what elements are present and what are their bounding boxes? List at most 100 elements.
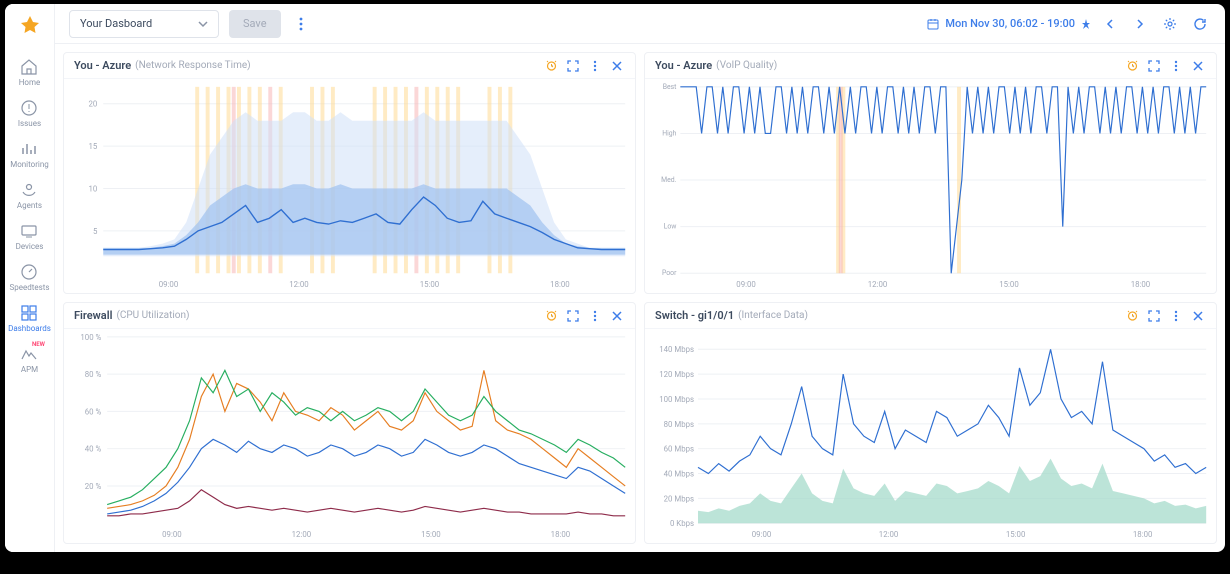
date-range-picker[interactable]: Mon Nov 30, 06:02 - 19:00	[927, 17, 1091, 30]
svg-text:140 Mbps: 140 Mbps	[659, 345, 694, 354]
panel-title: You - Azure	[74, 59, 131, 72]
panel-switch-interface: Switch - gi1/0/1 (Interface Data) 0 Kbps…	[644, 302, 1217, 544]
panel-network-response: You - Azure (Network Response Time) 5101…	[63, 52, 636, 294]
panel-title: Firewall	[74, 309, 112, 322]
alarm-icon[interactable]	[1124, 308, 1140, 324]
panel-menu-icon[interactable]	[1168, 308, 1184, 324]
nav-item-label: Home	[8, 78, 51, 87]
nav-item-monitoring[interactable]: Monitoring	[8, 134, 51, 175]
speedtests-icon	[20, 263, 38, 281]
nav-item-agents[interactable]: Agents	[8, 175, 51, 216]
topbar-right: Mon Nov 30, 06:02 - 19:00	[927, 13, 1211, 35]
chevron-down-icon	[198, 19, 208, 29]
svg-text:20 %: 20 %	[85, 482, 102, 491]
svg-text:09:00: 09:00	[752, 530, 772, 539]
svg-text:10: 10	[89, 185, 98, 194]
nav-badge: NEW	[32, 341, 45, 348]
brand-logo	[18, 14, 42, 38]
save-button[interactable]: Save	[229, 10, 281, 38]
nav-item-home[interactable]: Home	[8, 52, 51, 93]
panel-voip-quality: You - Azure (VoIP Quality) Best High Med. L…	[644, 52, 1217, 294]
app-shell: Home Issues Monitoring Agents Devices Speedte…	[5, 4, 1225, 552]
panel-firewall-cpu: Firewall (CPU Utilization) 20 % 40 % 60 % 8…	[63, 302, 636, 544]
panel-menu-icon[interactable]	[587, 308, 603, 324]
nav-item-speedtests[interactable]: Speedtests	[8, 257, 51, 298]
expand-icon[interactable]	[1146, 58, 1162, 74]
alarm-icon[interactable]	[1124, 58, 1140, 74]
svg-text:100 Mbps: 100 Mbps	[659, 395, 694, 404]
svg-text:0 Kbps: 0 Kbps	[670, 519, 694, 528]
svg-text:60 %: 60 %	[85, 407, 102, 416]
svg-text:12:00: 12:00	[879, 530, 898, 539]
close-icon[interactable]	[1190, 308, 1206, 324]
calendar-icon	[927, 18, 939, 30]
nav-item-issues[interactable]: Issues	[8, 93, 51, 134]
svg-text:18:00: 18:00	[551, 530, 571, 539]
nav-item-devices[interactable]: Devices	[8, 216, 51, 257]
close-icon[interactable]	[1190, 58, 1206, 74]
date-range-text: Mon Nov 30, 06:02 - 19:00	[945, 17, 1075, 30]
prev-range-button[interactable]	[1099, 13, 1121, 35]
svg-text:Low: Low	[664, 223, 677, 231]
panel-header: Switch - gi1/0/1 (Interface Data)	[645, 303, 1216, 329]
issues-icon	[20, 99, 38, 117]
panel-header: You - Azure (VoIP Quality)	[645, 53, 1216, 79]
svg-text:20: 20	[89, 100, 98, 109]
svg-text:09:00: 09:00	[162, 530, 182, 539]
close-icon[interactable]	[609, 308, 625, 324]
settings-button[interactable]	[1159, 13, 1181, 35]
more-menu-button[interactable]	[291, 10, 311, 38]
panel-actions	[543, 308, 625, 324]
nav-item-dashboards[interactable]: Dashboards	[8, 298, 51, 339]
svg-text:40 %: 40 %	[85, 445, 102, 454]
svg-text:Med.: Med.	[661, 176, 676, 184]
panel-subtitle: (Network Response Time)	[135, 60, 250, 71]
panel-menu-icon[interactable]	[1168, 58, 1184, 74]
expand-icon[interactable]	[1146, 308, 1162, 324]
svg-text:80 %: 80 %	[85, 370, 102, 379]
nav-item-label: Monitoring	[8, 160, 51, 169]
panel-header: You - Azure (Network Response Time)	[64, 53, 635, 79]
agents-icon	[20, 181, 38, 199]
dashboard-grid: You - Azure (Network Response Time) 5101…	[55, 44, 1225, 552]
svg-text:High: High	[662, 130, 676, 138]
svg-text:15:00: 15:00	[421, 530, 441, 539]
svg-text:15:00: 15:00	[999, 280, 1019, 289]
svg-text:100 %: 100 %	[80, 333, 101, 342]
svg-text:18:00: 18:00	[1133, 530, 1153, 539]
devices-icon	[20, 222, 38, 240]
panel-menu-icon[interactable]	[587, 58, 603, 74]
topbar: Your Dasboard Save Mon Nov 30, 06:02 - 1…	[55, 4, 1225, 44]
dashboard-select-value: Your Dasboard	[80, 17, 152, 30]
svg-text:18:00: 18:00	[550, 280, 570, 289]
nav-item-apm[interactable]: APM NEW	[8, 339, 51, 380]
expand-icon[interactable]	[565, 308, 581, 324]
chart-firewall-cpu: 20 % 40 % 60 % 80 % 100 % 09:00 12:00 15:00 18:0…	[64, 329, 635, 543]
svg-text:20 Mbps: 20 Mbps	[664, 494, 694, 503]
panel-actions	[1124, 58, 1206, 74]
panel-title: You - Azure	[655, 59, 712, 72]
svg-text:09:00: 09:00	[159, 280, 179, 289]
svg-text:Best: Best	[663, 83, 677, 91]
expand-icon[interactable]	[565, 58, 581, 74]
svg-text:40 Mbps: 40 Mbps	[664, 470, 694, 479]
home-icon	[20, 58, 38, 76]
chart-voip-quality: BestHighMed.LowPoor09:0012:0015:0018:00	[645, 79, 1216, 293]
panel-subtitle: (CPU Utilization)	[116, 310, 189, 321]
close-icon[interactable]	[609, 58, 625, 74]
alarm-icon[interactable]	[543, 58, 559, 74]
svg-text:Poor: Poor	[662, 269, 677, 277]
main-area: Your Dasboard Save Mon Nov 30, 06:02 - 1…	[55, 4, 1225, 552]
refresh-button[interactable]	[1189, 13, 1211, 35]
svg-text:12:00: 12:00	[289, 280, 309, 289]
svg-text:09:00: 09:00	[736, 280, 756, 289]
svg-text:12:00: 12:00	[292, 530, 312, 539]
nav-item-label: Devices	[8, 242, 51, 251]
panel-actions	[1124, 308, 1206, 324]
alarm-icon[interactable]	[543, 308, 559, 324]
pin-icon	[1081, 19, 1091, 29]
dashboard-select[interactable]: Your Dasboard	[69, 10, 219, 38]
nav-item-label: Dashboards	[8, 324, 51, 333]
nav-item-label: APM	[8, 365, 51, 374]
next-range-button[interactable]	[1129, 13, 1151, 35]
